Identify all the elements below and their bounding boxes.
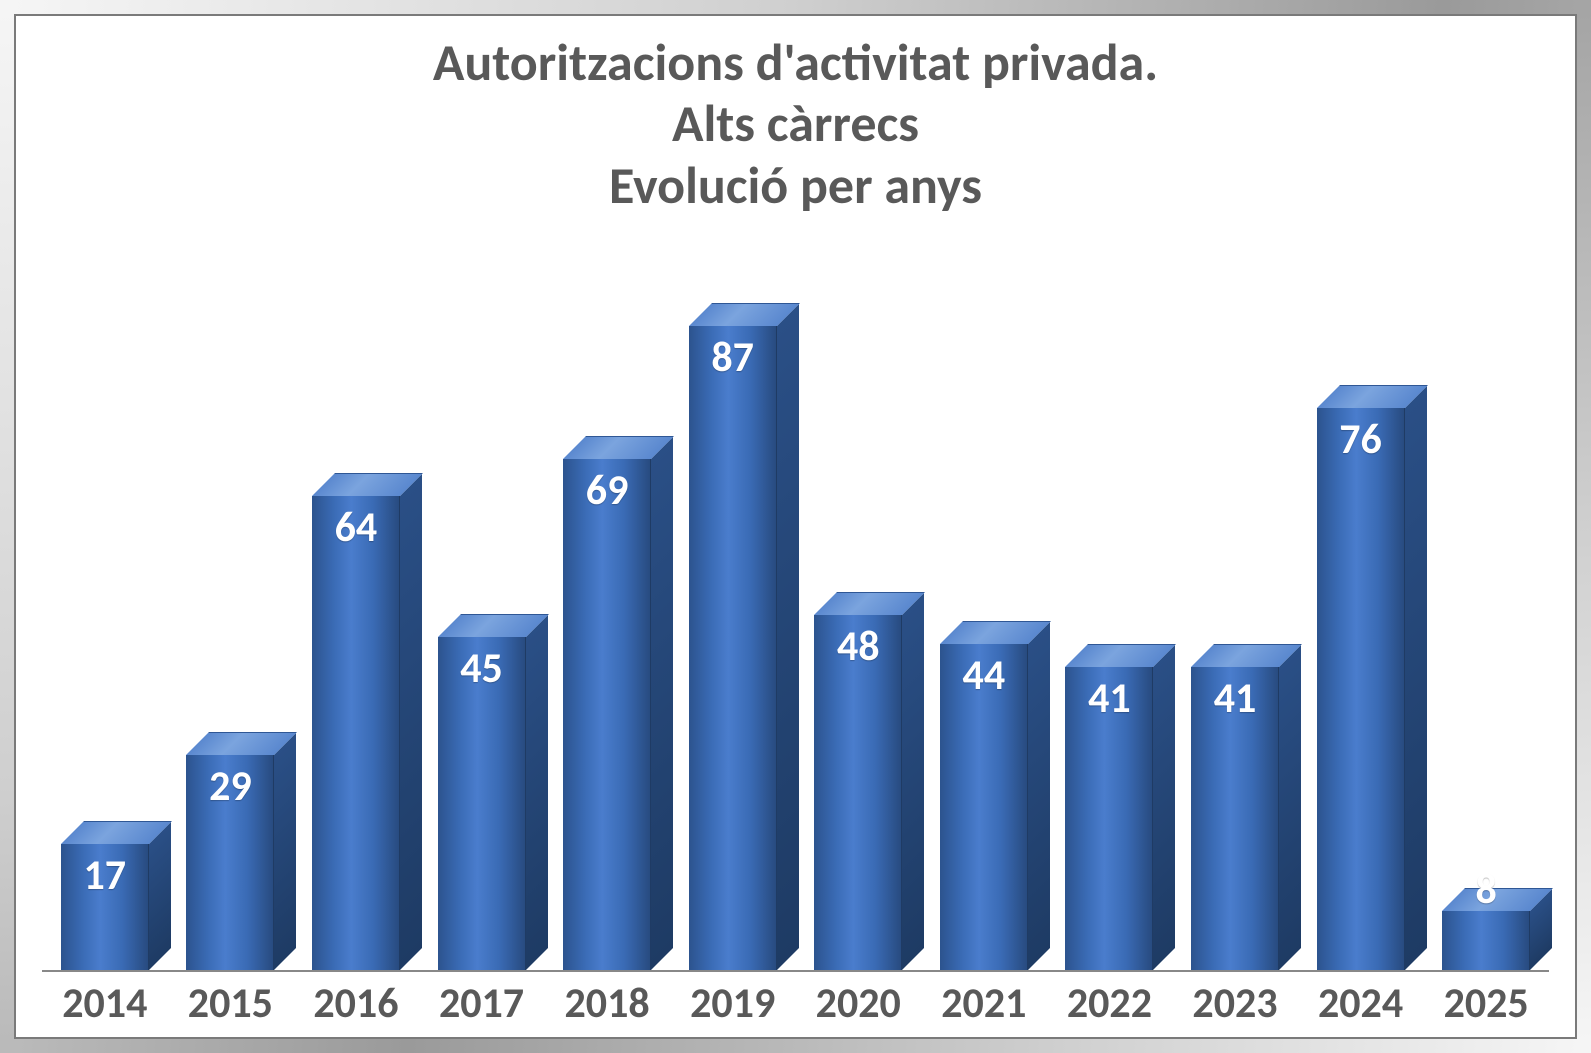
bar-slot: 64 [293, 230, 419, 970]
bar-value-label: 41 [1065, 673, 1153, 724]
bar-value-label: 64 [312, 502, 400, 553]
x-tick-label: 2022 [1047, 978, 1173, 1029]
bar-value-label: 29 [186, 761, 274, 812]
bar-slot: 45 [419, 230, 545, 970]
chart-title: Autoritzacions d'activitat privada. Alts… [14, 14, 1577, 220]
bar-slot: 44 [921, 230, 1047, 970]
bar-side [651, 437, 673, 970]
chart-title-line-3: Evolució per anys [14, 155, 1577, 216]
bar: 29 [186, 755, 274, 970]
plot-area: 17 29 64 45 69 87 48 44 41 41 76 8 [42, 230, 1549, 972]
bar-slot: 87 [670, 230, 796, 970]
bar-value-label: 45 [438, 643, 526, 694]
bar-value-label: 87 [689, 332, 777, 383]
bar-slot: 76 [1298, 230, 1424, 970]
bar-side [1153, 645, 1175, 970]
bar-front [1317, 408, 1405, 970]
bar: 44 [940, 644, 1028, 970]
bar-value-label: 17 [61, 850, 149, 901]
bar-value-label: 44 [940, 650, 1028, 701]
chart-title-line-2: Alts càrrecs [14, 93, 1577, 154]
bar-side [902, 593, 924, 970]
x-tick-label: 2015 [168, 978, 294, 1029]
chart-frame: Autoritzacions d'activitat privada. Alts… [0, 0, 1591, 1053]
bar-front [1442, 911, 1530, 970]
x-tick-label: 2021 [921, 978, 1047, 1029]
bar-side [777, 304, 799, 970]
bar-slot: 41 [1047, 230, 1173, 970]
bar-slot: 41 [1172, 230, 1298, 970]
bar-side [1279, 645, 1301, 970]
bar-value-label: 76 [1317, 414, 1405, 465]
x-axis: 2014201520162017201820192020202120222023… [42, 978, 1549, 1029]
bar-value-label: 41 [1191, 673, 1279, 724]
bar: 48 [814, 615, 902, 970]
bar-value-label: 69 [563, 465, 651, 516]
bar-side [274, 733, 296, 970]
bar: 64 [312, 496, 400, 970]
bar-slot: 69 [544, 230, 670, 970]
bar-front [689, 326, 777, 970]
bar-value-label: 8 [1442, 864, 1530, 915]
x-tick-label: 2019 [670, 978, 796, 1029]
x-tick-label: 2017 [419, 978, 545, 1029]
bar: 87 [689, 326, 777, 970]
bar: 69 [563, 459, 651, 970]
x-tick-label: 2020 [795, 978, 921, 1029]
bar-side [149, 822, 171, 970]
x-tick-label: 2023 [1172, 978, 1298, 1029]
x-tick-label: 2016 [293, 978, 419, 1029]
x-tick-label: 2025 [1423, 978, 1549, 1029]
bar-value-label: 48 [814, 621, 902, 672]
x-tick-label: 2018 [544, 978, 670, 1029]
bar-side [1405, 386, 1427, 970]
bar-slot: 8 [1423, 230, 1549, 970]
bar-front [563, 459, 651, 970]
bar-slot: 17 [42, 230, 168, 970]
bar-side [1028, 622, 1050, 970]
x-tick-label: 2014 [42, 978, 168, 1029]
bar: 17 [61, 844, 149, 970]
bar-front [312, 496, 400, 970]
bar: 41 [1191, 667, 1279, 970]
bars-row: 17 29 64 45 69 87 48 44 41 41 76 8 [42, 230, 1549, 970]
bar: 76 [1317, 408, 1405, 970]
bar-slot: 29 [168, 230, 294, 970]
chart-title-line-1: Autoritzacions d'activitat privada. [14, 32, 1577, 93]
bar: 8 [1442, 911, 1530, 970]
x-tick-label: 2024 [1298, 978, 1424, 1029]
bar-side [526, 615, 548, 970]
bar-slot: 48 [795, 230, 921, 970]
bar-side [400, 474, 422, 970]
bar: 41 [1065, 667, 1153, 970]
bar: 45 [438, 637, 526, 970]
